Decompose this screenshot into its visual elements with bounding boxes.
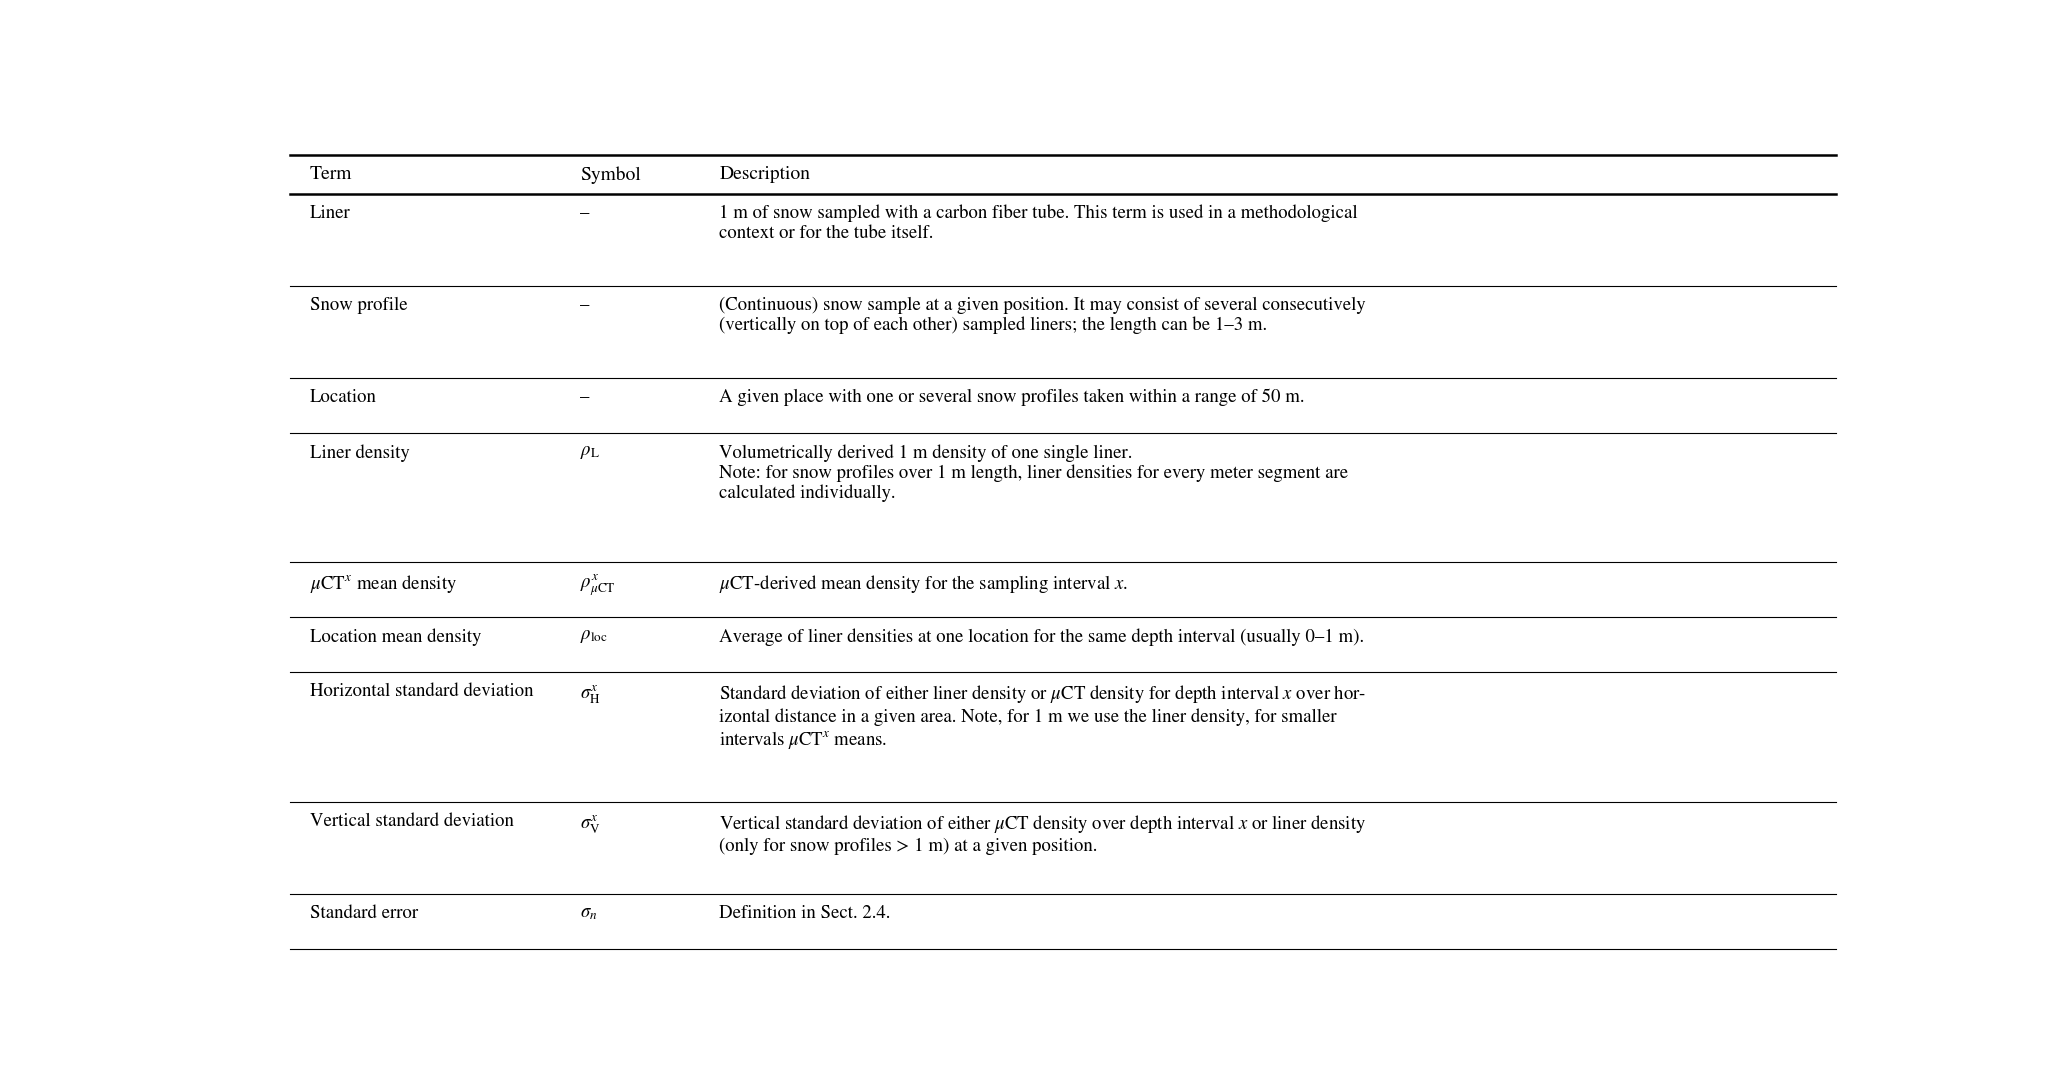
Text: Standard error: Standard error	[310, 905, 418, 922]
Text: Term: Term	[310, 166, 351, 183]
Text: (Continuous) snow sample at a given position. It may consist of several consecut: (Continuous) snow sample at a given posi…	[719, 296, 1366, 334]
Text: Standard deviation of either liner density or $\mu$CT density for depth interval: Standard deviation of either liner densi…	[719, 684, 1366, 751]
Text: $\mu$CT-derived mean density for the sampling interval $x$.: $\mu$CT-derived mean density for the sam…	[719, 573, 1129, 596]
Text: Volumetrically derived 1 m density of one single liner.
Note: for snow profiles : Volumetrically derived 1 m density of on…	[719, 444, 1348, 502]
Text: Horizontal standard deviation: Horizontal standard deviation	[310, 684, 533, 700]
Text: $\sigma_\mathrm{V}^x$: $\sigma_\mathrm{V}^x$	[581, 813, 601, 835]
Text: $\rho_\mathrm{loc}$: $\rho_\mathrm{loc}$	[581, 628, 608, 646]
Text: Vertical standard deviation of either $\mu$CT density over depth interval $x$ or: Vertical standard deviation of either $\…	[719, 813, 1366, 855]
Text: Liner: Liner	[310, 205, 351, 221]
Text: Definition in Sect. 2.4.: Definition in Sect. 2.4.	[719, 905, 891, 922]
Text: Liner density: Liner density	[310, 444, 409, 461]
Text: Vertical standard deviation: Vertical standard deviation	[310, 813, 513, 830]
Text: Location: Location	[310, 388, 376, 406]
Text: $\sigma_n$: $\sigma_n$	[581, 905, 597, 922]
Text: $\rho_\mathrm{L}$: $\rho_\mathrm{L}$	[581, 444, 599, 461]
Text: Average of liner densities at one location for the same depth interval (usually : Average of liner densities at one locati…	[719, 628, 1364, 646]
Text: $\rho_{\mu\mathrm{CT}}^x$: $\rho_{\mu\mathrm{CT}}^x$	[581, 573, 616, 599]
Text: A given place with one or several snow profiles taken within a range of 50 m.: A given place with one or several snow p…	[719, 388, 1304, 407]
Text: Symbol: Symbol	[581, 166, 641, 183]
Text: –: –	[581, 296, 589, 314]
Text: Snow profile: Snow profile	[310, 296, 407, 314]
Text: Description: Description	[719, 166, 810, 183]
Text: 1 m of snow sampled with a carbon fiber tube. This term is used in a methodologi: 1 m of snow sampled with a carbon fiber …	[719, 205, 1358, 242]
Text: $\mu\mathrm{CT}^x$ mean density: $\mu\mathrm{CT}^x$ mean density	[310, 573, 457, 596]
Text: Location mean density: Location mean density	[310, 628, 482, 646]
Text: –: –	[581, 388, 589, 406]
Text: –: –	[581, 205, 589, 221]
Text: $\sigma_\mathrm{H}^x$: $\sigma_\mathrm{H}^x$	[581, 684, 601, 706]
